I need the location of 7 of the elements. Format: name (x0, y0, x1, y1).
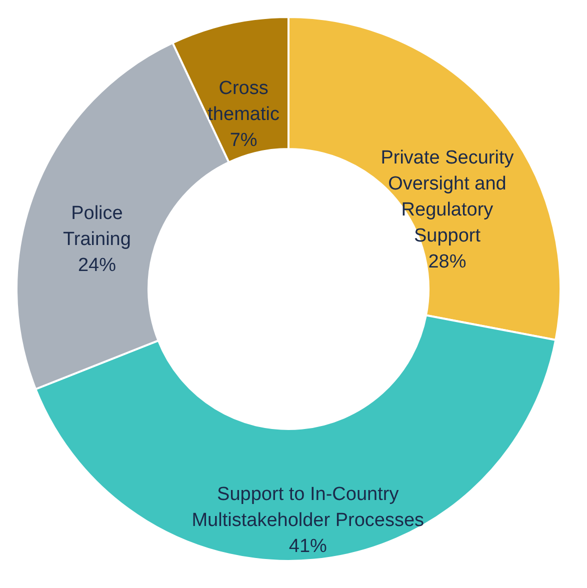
data-label: 7% (230, 130, 258, 151)
data-label: 41% (288, 536, 328, 558)
slice-label: Support to In-Country Multistakeholder Processes (192, 484, 424, 532)
slice-label: Cross thematic (208, 78, 280, 125)
slice-label: Police Training (62, 203, 131, 250)
data-label: 24% (78, 255, 116, 276)
data-label: 28% (428, 252, 466, 273)
